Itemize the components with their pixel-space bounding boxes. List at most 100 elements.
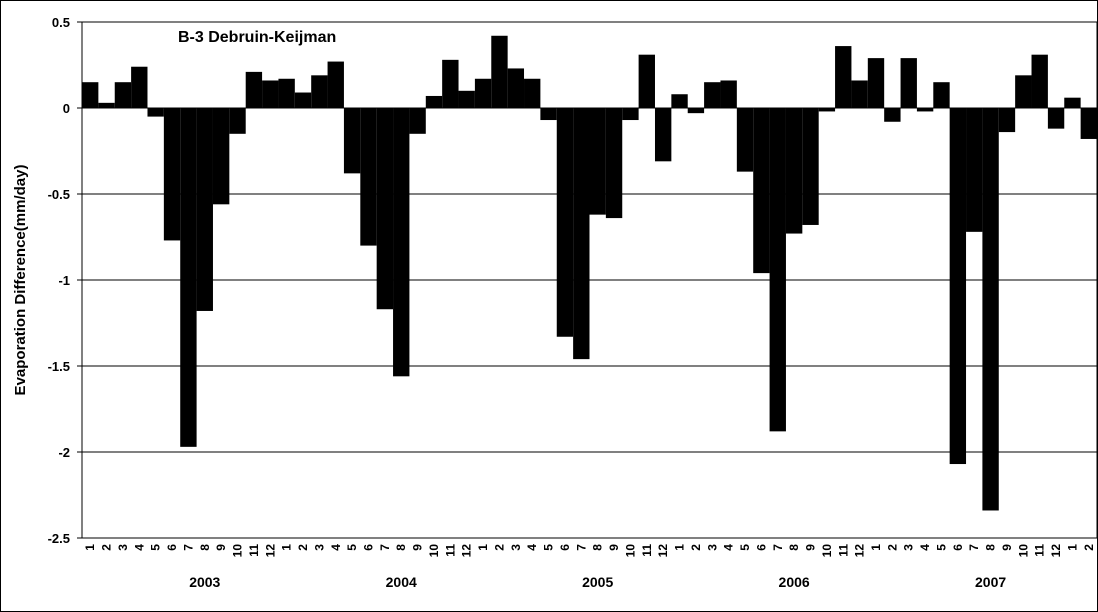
x-tick-label: 11 xyxy=(640,544,654,557)
x-tick-label: 9 xyxy=(1000,544,1014,551)
bar xyxy=(769,108,786,432)
y-tick-label: -2.5 xyxy=(48,531,70,546)
bar xyxy=(114,82,132,108)
x-tick-label: 7 xyxy=(967,544,981,551)
x-tick-label: 10 xyxy=(820,544,834,558)
x-tick-label: 1 xyxy=(1065,544,1079,551)
bar xyxy=(900,58,917,108)
bar xyxy=(949,108,967,465)
y-axis-label: Evaporation Difference(mm/day) xyxy=(12,165,29,396)
bar xyxy=(327,61,344,108)
x-tick-label: 3 xyxy=(312,544,326,551)
x-tick-label: 10 xyxy=(427,544,441,558)
x-tick-label: 11 xyxy=(836,544,850,557)
bar xyxy=(507,68,525,108)
x-tick-label: 2 xyxy=(1082,544,1096,551)
x-tick-label: 3 xyxy=(902,544,916,551)
bar xyxy=(474,78,492,108)
x-tick-label: 6 xyxy=(165,544,179,551)
bar xyxy=(540,108,557,121)
bar xyxy=(131,66,148,108)
y-tick-label: -1 xyxy=(58,273,70,288)
bar xyxy=(409,108,426,134)
x-tick-label: 6 xyxy=(361,544,375,551)
y-tick-label: -1.5 xyxy=(48,359,70,374)
bar xyxy=(163,108,181,241)
x-tick-label: 4 xyxy=(525,544,539,551)
bar xyxy=(966,108,983,232)
x-tick-label: 12 xyxy=(460,544,474,558)
x-tick-label: 10 xyxy=(231,544,245,558)
x-tick-label: 1 xyxy=(869,544,883,551)
bar xyxy=(753,108,770,274)
bar xyxy=(343,108,361,174)
bar xyxy=(458,90,475,108)
bar xyxy=(867,58,885,108)
y-tick-label: 0.5 xyxy=(52,15,70,30)
x-tick-label: 8 xyxy=(984,544,998,551)
x-tick-label: 7 xyxy=(771,544,785,551)
x-tick-label: 1 xyxy=(673,544,687,551)
x-tick-label: 4 xyxy=(132,544,146,551)
bar xyxy=(1080,108,1097,139)
x-tick-label: 2 xyxy=(492,544,506,551)
x-tick-label: 9 xyxy=(411,544,425,551)
bar xyxy=(556,108,574,337)
bar xyxy=(229,108,246,134)
x-tick-label: 4 xyxy=(722,544,736,551)
bar xyxy=(245,71,263,108)
x-tick-label: 11 xyxy=(247,544,261,557)
y-tick-label: -0.5 xyxy=(48,187,70,202)
x-tick-label: 11 xyxy=(1033,544,1047,557)
x-tick-label: 5 xyxy=(738,544,752,551)
x-tick-label: 9 xyxy=(607,544,621,551)
x-tick-label: 5 xyxy=(345,544,359,551)
x-tick-label: 9 xyxy=(804,544,818,551)
chart-title: B-3 Debruin-Keijman xyxy=(178,29,336,46)
bar xyxy=(638,54,655,108)
x-tick-label: 6 xyxy=(951,544,965,551)
x-tick-label: 7 xyxy=(181,544,195,551)
bar xyxy=(262,80,279,108)
x-tick-label: 7 xyxy=(574,544,588,551)
x-group-label: 2003 xyxy=(189,574,220,590)
x-tick-label: 1 xyxy=(476,544,490,551)
bar xyxy=(442,59,459,108)
bar xyxy=(212,108,230,205)
x-tick-label: 7 xyxy=(378,544,392,551)
x-tick-label: 5 xyxy=(149,544,163,551)
bar xyxy=(785,108,803,234)
y-tick-label: 0 xyxy=(63,101,70,116)
y-tick-label: -2 xyxy=(58,445,70,460)
bar xyxy=(998,108,1016,133)
x-tick-label: 8 xyxy=(198,544,212,551)
x-group-label: 2007 xyxy=(975,574,1006,590)
bar xyxy=(916,108,934,112)
x-tick-label: 12 xyxy=(656,544,670,558)
x-tick-label: 11 xyxy=(443,544,457,557)
bar xyxy=(311,75,328,108)
x-tick-label: 9 xyxy=(214,544,228,551)
bar xyxy=(720,80,737,108)
x-tick-label: 12 xyxy=(853,544,867,558)
bar xyxy=(278,78,295,108)
x-tick-label: 2 xyxy=(296,544,310,551)
bar xyxy=(818,108,836,112)
bar xyxy=(884,108,901,122)
x-tick-label: 2 xyxy=(100,544,114,551)
bar xyxy=(1064,97,1081,108)
bar xyxy=(180,108,197,447)
bar xyxy=(1031,54,1048,108)
bar xyxy=(393,108,410,377)
x-tick-label: 5 xyxy=(934,544,948,551)
bar xyxy=(933,82,950,108)
x-tick-label: 12 xyxy=(1049,544,1063,558)
x-tick-label: 6 xyxy=(558,544,572,551)
bar xyxy=(851,80,868,108)
bar xyxy=(1015,75,1032,108)
bar xyxy=(294,92,312,108)
bar xyxy=(654,108,672,162)
x-tick-label: 8 xyxy=(394,544,408,551)
x-tick-label: 4 xyxy=(918,544,932,551)
